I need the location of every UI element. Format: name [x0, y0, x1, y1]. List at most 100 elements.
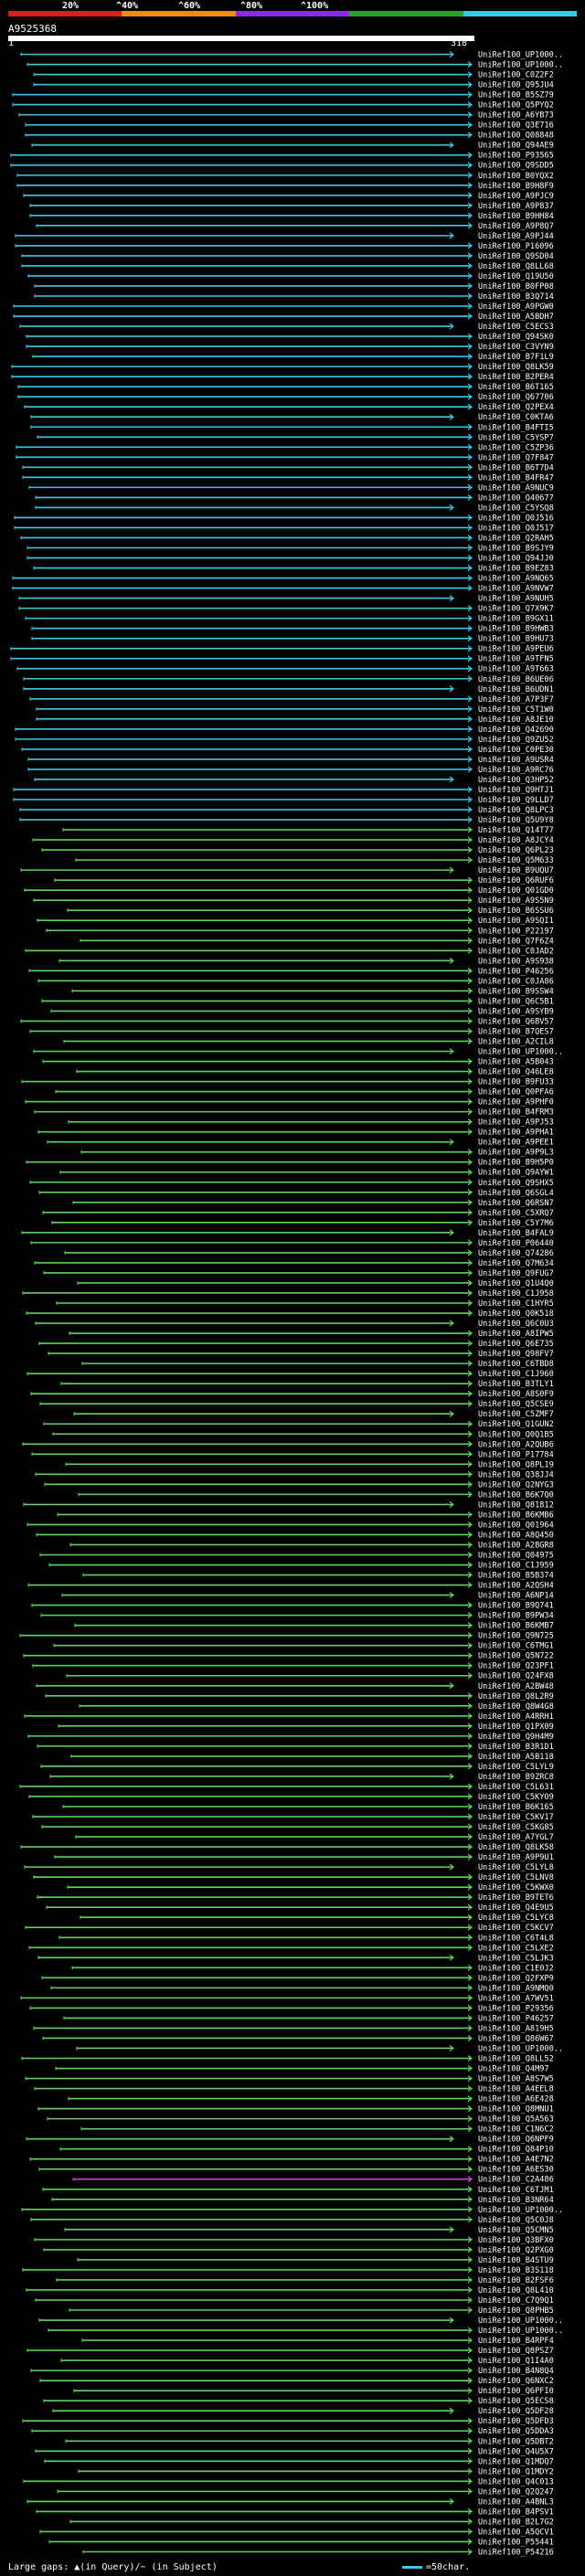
hit-row[interactable]: UniRef100_B4FTI5 [30, 423, 554, 432]
hit-id-label[interactable]: UniRef100_A2BGR8 [478, 1541, 554, 1550]
hit-id-label[interactable]: UniRef100_A6YB73 [478, 111, 554, 121]
hit-id-label[interactable]: UniRef100_Q2PXG0 [478, 2246, 554, 2255]
hit-row[interactable]: UniRef100_A2QSH4 [27, 1582, 554, 1591]
hit-id-label[interactable]: UniRef100_Q81812 [478, 1500, 554, 1510]
hit-id-label[interactable]: UniRef100_Q86W67 [478, 2034, 554, 2043]
hit-id-label[interactable]: UniRef100_Q4U5X7 [478, 2447, 554, 2456]
hit-row[interactable]: UniRef100_Q86W67 [42, 2034, 554, 2043]
hit-row[interactable]: UniRef100_A8S0F9 [30, 1390, 554, 1399]
hit-row[interactable]: UniRef100_A9PJ44 [15, 232, 554, 241]
hit-id-label[interactable]: UniRef100_B9TET6 [478, 1893, 554, 1903]
hit-id-label[interactable]: UniRef100_B9GX11 [478, 615, 554, 624]
hit-row[interactable]: UniRef100_Q5DDA3 [31, 2427, 554, 2436]
hit-row[interactable]: UniRef100_Q9FUG7 [43, 1269, 554, 1278]
hit-row[interactable]: UniRef100_B7F1L9 [32, 353, 554, 362]
hit-id-label[interactable]: UniRef100_C5XRQ7 [478, 1209, 554, 1218]
hit-row[interactable]: UniRef100_C1J959 [48, 1562, 554, 1571]
hit-id-label[interactable]: UniRef100_Q84P10 [478, 2146, 554, 2155]
hit-id-label[interactable]: UniRef100_Q01GD0 [478, 886, 554, 896]
hit-row[interactable]: UniRef100_A9PEU6 [10, 645, 554, 654]
hit-row[interactable]: UniRef100_A9P8Q7 [36, 222, 554, 231]
hit-row[interactable]: UniRef100_A5BDH7 [13, 313, 554, 322]
hit-row[interactable]: UniRef100_Q14T77 [62, 826, 554, 835]
hit-row[interactable]: UniRef100_B3NR64 [51, 2196, 554, 2205]
hit-id-label[interactable]: UniRef100_Q6NXC2 [478, 2377, 554, 2386]
hit-id-label[interactable]: UniRef100_B9H8F9 [478, 182, 554, 191]
hit-row[interactable]: UniRef100_B6K165 [62, 1803, 554, 1812]
hit-row[interactable]: UniRef100_B9HU73 [31, 635, 554, 644]
hit-row[interactable]: UniRef100_B4FAL9 [21, 1229, 554, 1238]
hit-id-label[interactable]: UniRef100_Q04975 [478, 1552, 554, 1561]
hit-row[interactable]: UniRef100_Q7F847 [16, 453, 554, 462]
hit-id-label[interactable]: UniRef100_A2QUB6 [478, 1440, 554, 1449]
hit-id-label[interactable]: UniRef100_C1J958 [478, 1289, 554, 1299]
hit-id-label[interactable]: UniRef100_UP1000.. [478, 51, 563, 60]
hit-row[interactable]: UniRef100_B4STU9 [77, 2256, 554, 2265]
hit-id-label[interactable]: UniRef100_Q23PF1 [478, 1662, 554, 1671]
hit-id-label[interactable]: UniRef100_C0KTA6 [478, 413, 554, 422]
hit-row[interactable]: UniRef100_B2L7G2 [69, 2518, 554, 2527]
hit-row[interactable]: UniRef100_Q3BFX0 [34, 2236, 554, 2245]
hit-row[interactable]: UniRef100_A9P9U1 [54, 1853, 554, 1862]
hit-row[interactable]: UniRef100_C0JAD2 [25, 947, 554, 956]
hit-row[interactable]: UniRef100_Q98FV7 [48, 1350, 554, 1359]
hit-row[interactable]: UniRef100_Q95JU4 [33, 81, 554, 90]
hit-id-label[interactable]: UniRef100_P17784 [478, 1450, 554, 1459]
hit-id-label[interactable]: UniRef100_C6TMG1 [478, 1642, 554, 1651]
hit-id-label[interactable]: UniRef100_C3VYN9 [478, 343, 554, 352]
hit-id-label[interactable]: UniRef100_C1J960 [478, 1370, 554, 1379]
hit-id-label[interactable]: UniRef100_A9NVW7 [478, 585, 554, 594]
hit-id-label[interactable]: UniRef100_B7QES7 [478, 1027, 554, 1036]
hit-row[interactable]: UniRef100_A9PGW0 [13, 302, 554, 312]
hit-id-label[interactable]: UniRef100_A8S7W5 [478, 2075, 554, 2084]
hit-row[interactable]: UniRef100_Q74286 [64, 1249, 554, 1258]
hit-id-label[interactable]: UniRef100_A4EEL8 [478, 2085, 554, 2094]
hit-row[interactable]: UniRef100_C5KCV7 [25, 1924, 554, 1933]
hit-id-label[interactable]: UniRef100_A5QCV1 [478, 2528, 554, 2537]
hit-row[interactable]: UniRef100_A2CIL8 [63, 1037, 554, 1046]
hit-id-label[interactable]: UniRef100_B6K165 [478, 1803, 554, 1812]
hit-id-label[interactable]: UniRef100_Q9LLD7 [478, 796, 554, 805]
hit-id-label[interactable]: UniRef100_B3Q714 [478, 292, 554, 302]
hit-row[interactable]: UniRef100_P16096 [15, 242, 554, 251]
hit-row[interactable]: UniRef100_Q8LPC3 [19, 806, 554, 815]
hit-row[interactable]: UniRef100_Q8PL19 [65, 1460, 554, 1469]
hit-row[interactable]: UniRef100_A9PHF0 [25, 1098, 554, 1108]
hit-id-label[interactable]: UniRef100_B7F1L9 [478, 353, 554, 362]
hit-id-label[interactable]: UniRef100_A2QSH4 [478, 1582, 554, 1591]
hit-row[interactable]: UniRef100_Q1GUN2 [43, 1420, 554, 1429]
hit-id-label[interactable]: UniRef100_B9HU73 [478, 635, 554, 644]
hit-row[interactable]: UniRef100_C5LJK3 [37, 1954, 554, 1963]
hit-id-label[interactable]: UniRef100_C5LXE2 [478, 1944, 554, 1953]
hit-id-label[interactable]: UniRef100_B6K7Q0 [478, 1490, 554, 1500]
hit-id-label[interactable]: UniRef100_A9NUH5 [478, 595, 554, 604]
hit-id-label[interactable]: UniRef100_Q42690 [478, 726, 554, 735]
hit-row[interactable]: UniRef100_B9GX11 [25, 615, 554, 624]
hit-row[interactable]: UniRef100_Q6RSN7 [72, 1199, 554, 1208]
hit-row[interactable]: UniRef100_B6T165 [17, 383, 554, 392]
hit-row[interactable]: UniRef100_B9H8F9 [16, 182, 554, 191]
hit-row[interactable]: UniRef100_Q9SD04 [21, 252, 554, 261]
hit-id-label[interactable]: UniRef100_C5LYL9 [478, 1763, 554, 1772]
hit-row[interactable]: UniRef100_Q5CMN5 [64, 2226, 554, 2235]
hit-row[interactable]: UniRef100_Q8PSZ7 [27, 2347, 554, 2356]
hit-id-label[interactable]: UniRef100_A6ES30 [478, 2166, 554, 2175]
hit-id-label[interactable]: UniRef100_Q5DDA3 [478, 2427, 554, 2436]
hit-row[interactable]: UniRef100_B0YQX2 [16, 172, 554, 181]
hit-row[interactable]: UniRef100_A9USR4 [27, 756, 554, 765]
hit-id-label[interactable]: UniRef100_Q3E716 [478, 122, 554, 131]
hit-row[interactable]: UniRef100_C5LXE2 [28, 1944, 554, 1953]
hit-id-label[interactable]: UniRef100_B9FU33 [478, 1078, 554, 1087]
hit-id-label[interactable]: UniRef100_B9UQU7 [478, 866, 554, 875]
hit-row[interactable]: UniRef100_C5KG85 [41, 1823, 554, 1832]
hit-id-label[interactable]: UniRef100_Q4C013 [478, 2477, 554, 2486]
hit-row[interactable]: UniRef100_C5Y7M6 [51, 1219, 554, 1228]
hit-id-label[interactable]: UniRef100_A9SQI1 [478, 917, 554, 926]
hit-row[interactable]: UniRef100_Q40677 [35, 493, 554, 503]
hit-row[interactable]: UniRef100_C1HYR5 [56, 1299, 554, 1309]
hit-id-label[interactable]: UniRef100_C5L631 [478, 1783, 554, 1792]
hit-id-label[interactable]: UniRef100_Q5CMN5 [478, 2226, 554, 2235]
hit-row[interactable]: UniRef100_C5XRQ7 [42, 1209, 554, 1218]
hit-row[interactable]: UniRef100_Q0Q1B5 [52, 1430, 554, 1439]
hit-id-label[interactable]: UniRef100_B2FSF6 [478, 2276, 554, 2285]
